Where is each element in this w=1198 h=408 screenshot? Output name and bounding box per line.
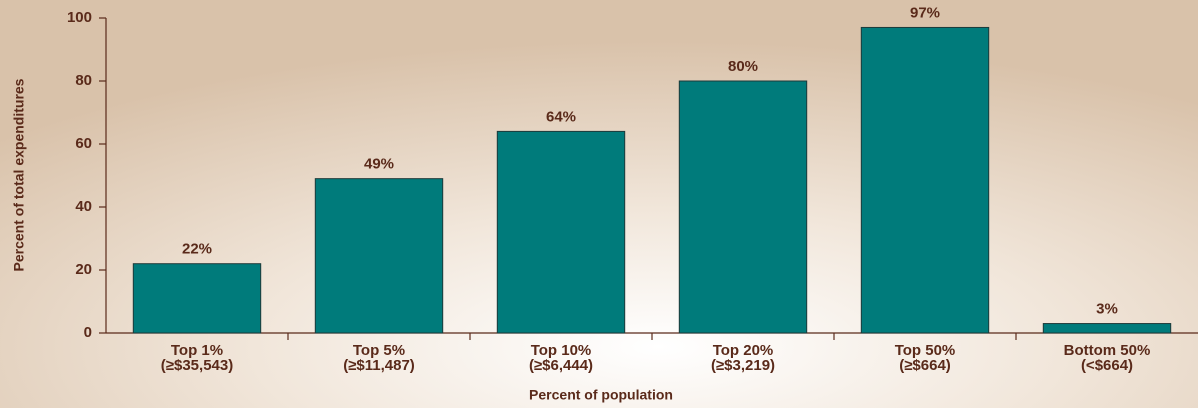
x-tick-label: Top 10%(≥$6,444): [529, 342, 593, 374]
y-axis-label: Percent of total expenditures: [11, 78, 27, 271]
value-label: 80%: [728, 58, 758, 75]
x-tick-label-line: (≥$664): [899, 357, 951, 374]
y-tick-label: 80: [75, 72, 92, 89]
x-tick-label-line: (<$664): [1081, 357, 1133, 374]
x-tick-label: Top 20%(≥$3,219): [711, 342, 775, 374]
x-tick-label: Top 50%(≥$664): [895, 342, 956, 374]
value-label: 64%: [546, 108, 576, 125]
y-tick-label: 0: [84, 324, 92, 341]
x-tick-label-line: (≥$3,219): [711, 357, 775, 374]
x-tick-label: Top 5%(≥$11,487): [343, 342, 415, 374]
x-axis-label: Percent of population: [529, 387, 673, 403]
chart: Percent of total expenditures Percent of…: [0, 0, 1198, 408]
y-tick-label: 20: [75, 261, 92, 278]
bar: [497, 131, 624, 333]
x-tick-label: Top 1%(≥$35,543): [161, 342, 233, 374]
y-tick-label: 60: [75, 135, 92, 152]
value-label: 49%: [364, 156, 394, 173]
value-label: 22%: [182, 241, 212, 258]
bar: [861, 27, 988, 333]
bar: [1043, 324, 1170, 333]
y-tick-label: 100: [67, 9, 92, 26]
bar: [133, 264, 260, 333]
bar: [315, 179, 442, 333]
bar: [679, 81, 806, 333]
y-tick-label: 40: [75, 198, 92, 215]
x-tick-label-line: (≥$11,487): [343, 357, 415, 374]
x-tick-label-line: (≥$6,444): [529, 357, 593, 374]
value-label: 3%: [1096, 301, 1118, 318]
x-tick-label-line: (≥$35,543): [161, 357, 233, 374]
value-label: 97%: [910, 4, 940, 21]
